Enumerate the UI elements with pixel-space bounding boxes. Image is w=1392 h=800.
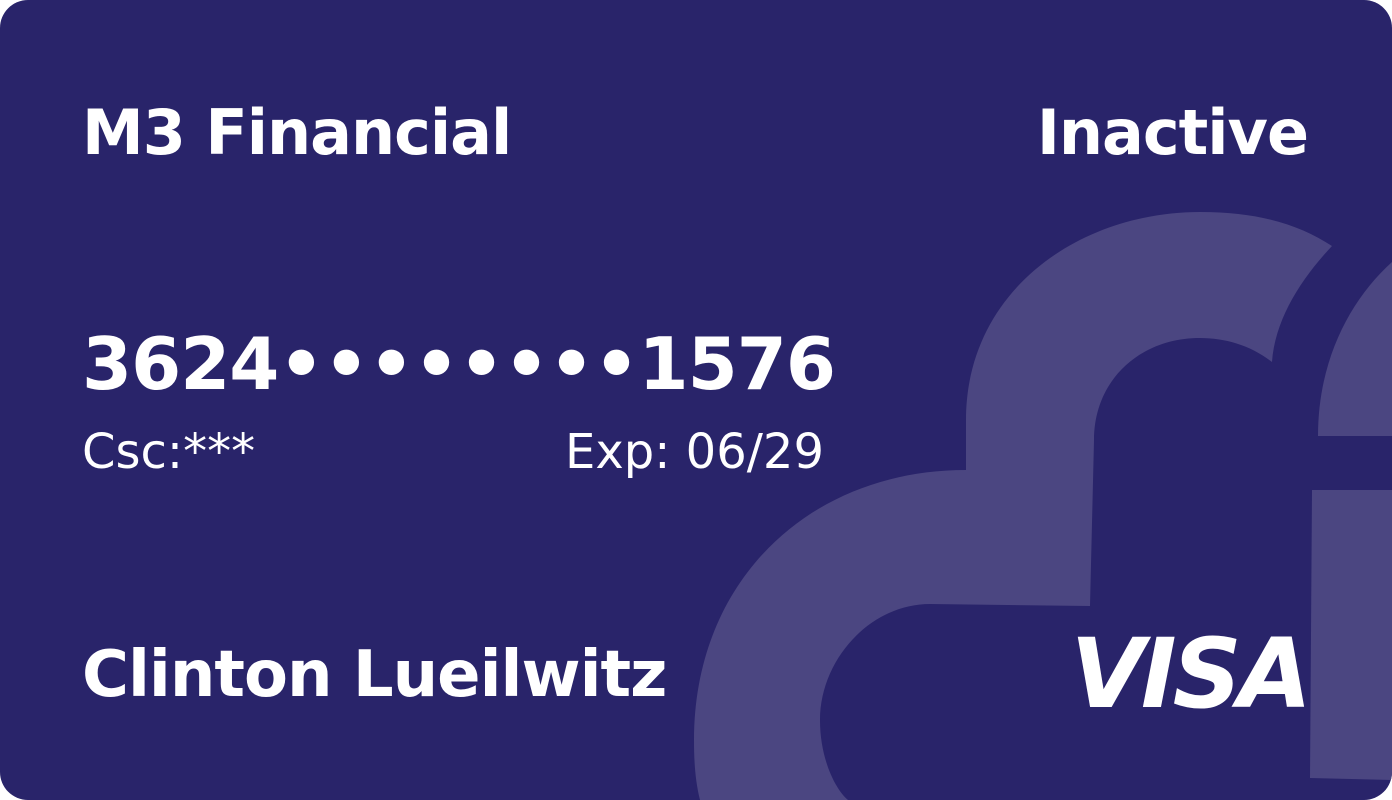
card-number-masked-group-2: •••• (458, 322, 639, 406)
expiry-date: Exp: 06/29 (565, 424, 824, 480)
visa-logo: VISA (1070, 618, 1312, 730)
brand-watermark-icon (694, 212, 1392, 800)
csc-code: Csc:*** (82, 424, 256, 480)
card-number: 3624 •••• •••• 1576 (82, 322, 836, 406)
card-number-first-group: 3624 (82, 322, 279, 406)
card-number-last-group: 1576 (638, 322, 836, 406)
card-number-masked-group-1: •••• (278, 322, 459, 406)
card-status: Inactive (1036, 96, 1309, 169)
cardholder-name: Clinton Lueilwitz (82, 638, 667, 712)
issuer-name: M3 Financial (82, 96, 512, 169)
